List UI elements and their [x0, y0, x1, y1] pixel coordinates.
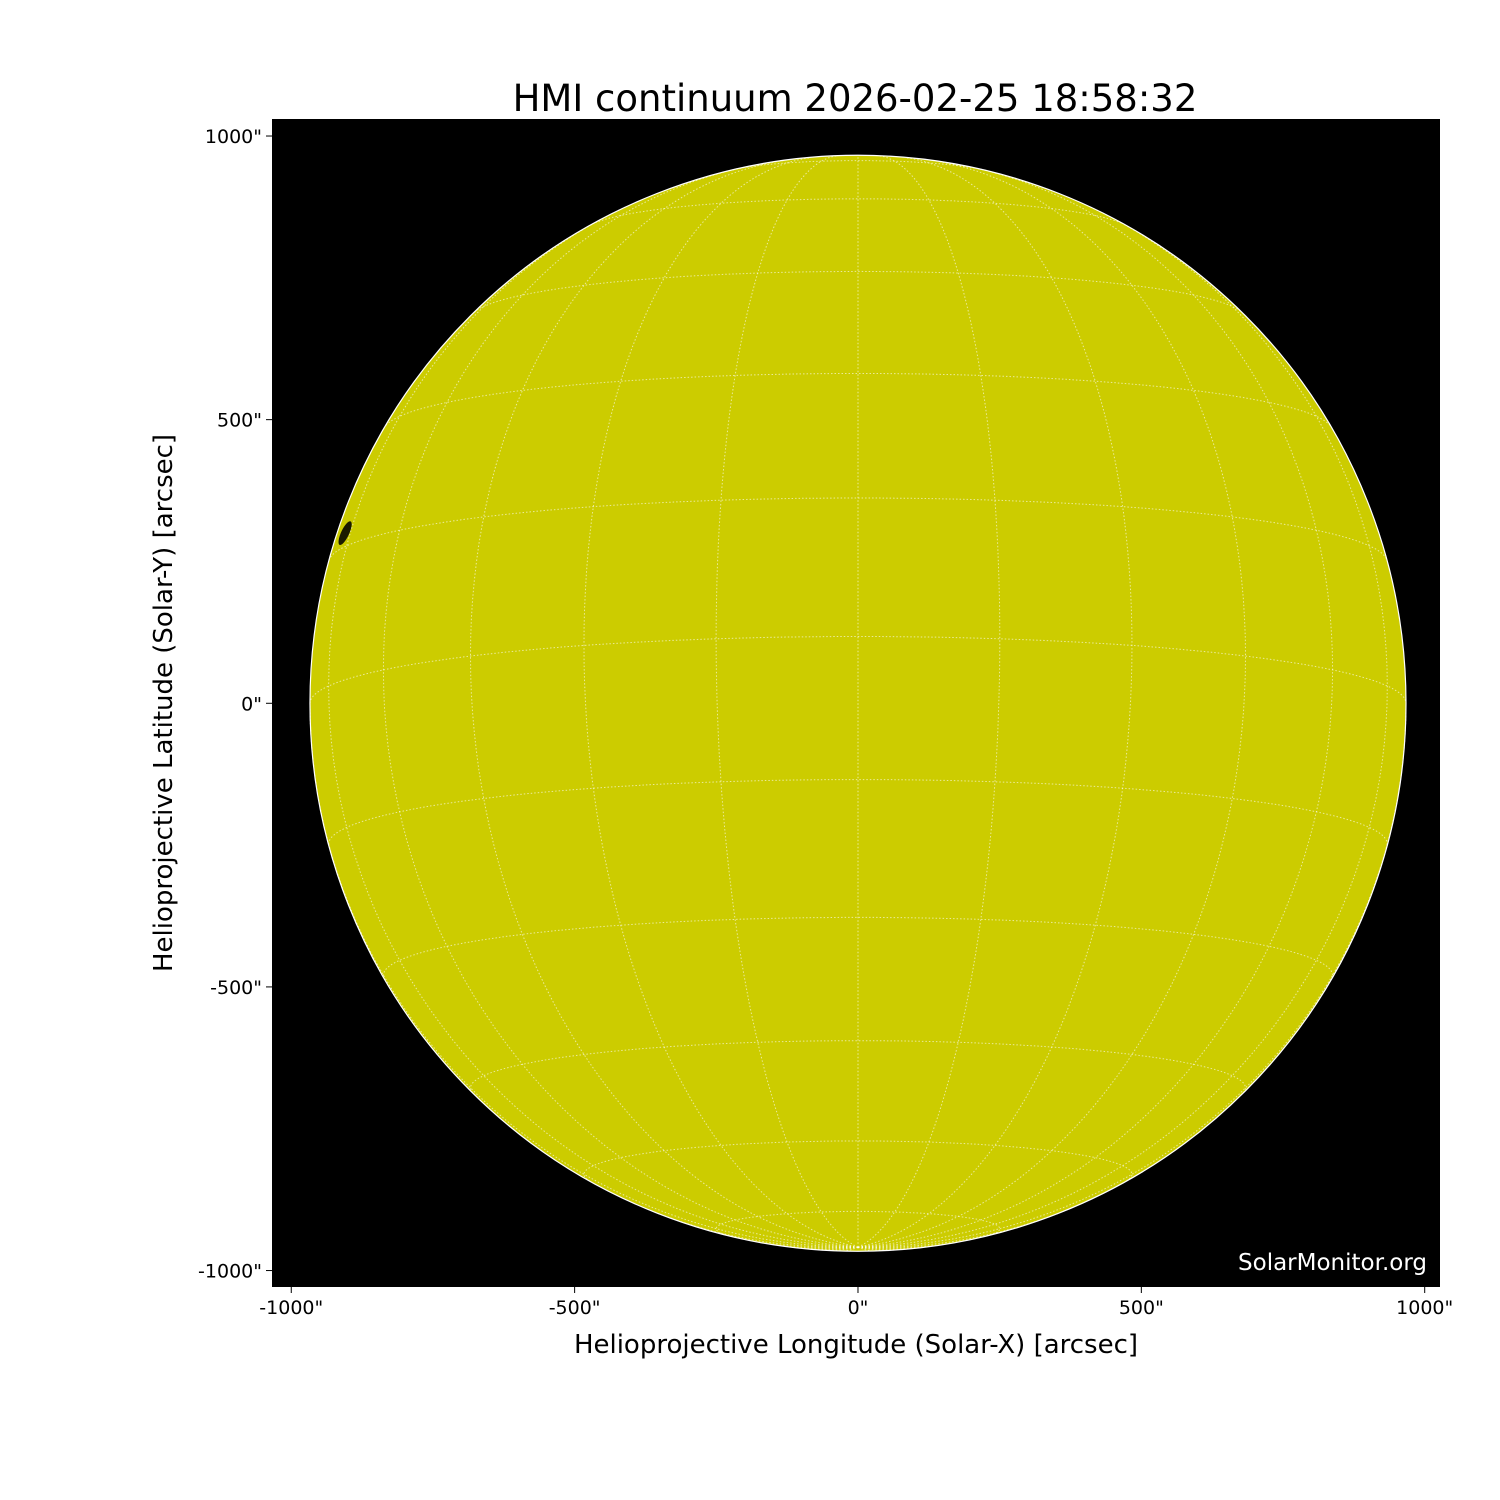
y-tick-label: 500" [217, 410, 262, 432]
longitude-gridline [843, 1246, 859, 1252]
x-tick-label: 500" [1119, 1297, 1164, 1319]
watermark: SolarMonitor.org [1238, 1250, 1427, 1276]
y-tick-label: 1000" [205, 126, 262, 148]
longitude-gridline [857, 166, 1334, 1248]
longitude-gridline [309, 703, 859, 1248]
y-tick-label: -1000" [198, 1261, 262, 1283]
longitude-gridline [857, 1246, 873, 1252]
longitude-gridline [857, 157, 1133, 1248]
latitude-gridline [328, 497, 1388, 561]
x-axis-label: Helioprojective Longitude (Solar-X) [arc… [574, 1330, 1138, 1360]
chart-title: HMI continuum 2026-02-25 18:58:32 [513, 77, 1198, 120]
coordinate-grid [309, 155, 1407, 1252]
longitude-gridline [857, 1241, 957, 1249]
longitude-gridline [857, 703, 1407, 1248]
longitude-gridline [759, 1241, 859, 1249]
longitude-gridline [382, 166, 859, 1248]
longitude-gridline [857, 1246, 897, 1251]
longitude-gridline [857, 158, 1247, 1248]
latitude-gridline [732, 160, 984, 171]
x-tick-label: 0" [848, 1297, 869, 1319]
x-tick-label: 1000" [1396, 1297, 1453, 1319]
axis-ticks: -1000" -500" 0" 500" 1000" 1000" 500" 0" -500" -1… [198, 126, 1453, 1319]
longitude-gridline [328, 206, 859, 1248]
latitude-gridline [473, 270, 1243, 313]
longitude-gridline [583, 157, 859, 1248]
x-tick-label: -1000" [259, 1297, 323, 1319]
y-tick-label: 0" [241, 693, 262, 715]
sunspot [338, 521, 352, 546]
longitude-gridline [857, 206, 1388, 1248]
y-tick-label: -500" [210, 977, 262, 999]
longitude-gridline [469, 158, 859, 1248]
y-axis-label: Helioprojective Latitude (Solar-Y) [arcs… [149, 434, 179, 972]
longitude-gridline [819, 1246, 859, 1251]
x-tick-label: -500" [549, 1297, 601, 1319]
latitude-gridline [591, 198, 1125, 225]
